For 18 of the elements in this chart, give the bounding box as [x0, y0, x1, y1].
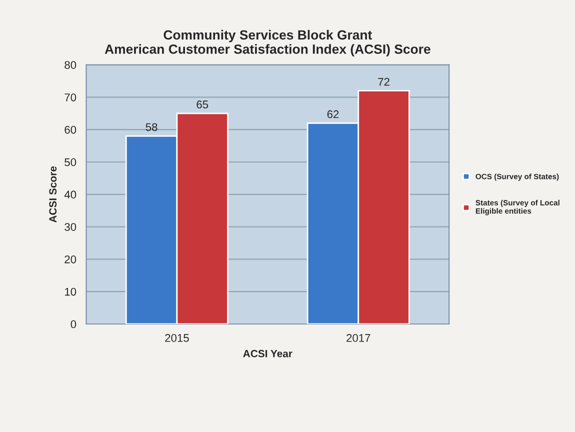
chart-title: Community Services Block Grant American Customer Satisfaction Index (ACSI) Score [104, 30, 430, 56]
y-tick-label: 40 [64, 190, 76, 199]
y-tick-label: 60 [64, 126, 76, 134]
y-tick-label: 20 [64, 255, 76, 264]
data-label: 58 [146, 123, 158, 132]
y-axis-title: ACSI Score [49, 166, 57, 223]
y-tick-label: 70 [64, 93, 76, 102]
y-tick-label: 50 [64, 158, 76, 166]
y-tick-label: 30 [64, 223, 76, 231]
x-axis-title: ACSI Year [243, 350, 292, 358]
data-label: 72 [378, 78, 390, 86]
y-tick-label: 10 [65, 288, 76, 296]
x-tick-label: 2015 [165, 334, 189, 342]
y-tick-label: 80 [64, 61, 76, 69]
x-tick-label: 2017 [346, 334, 370, 342]
data-label: 62 [327, 110, 339, 118]
data-label: 65 [196, 100, 208, 108]
y-tick-label: 0 [70, 320, 76, 328]
